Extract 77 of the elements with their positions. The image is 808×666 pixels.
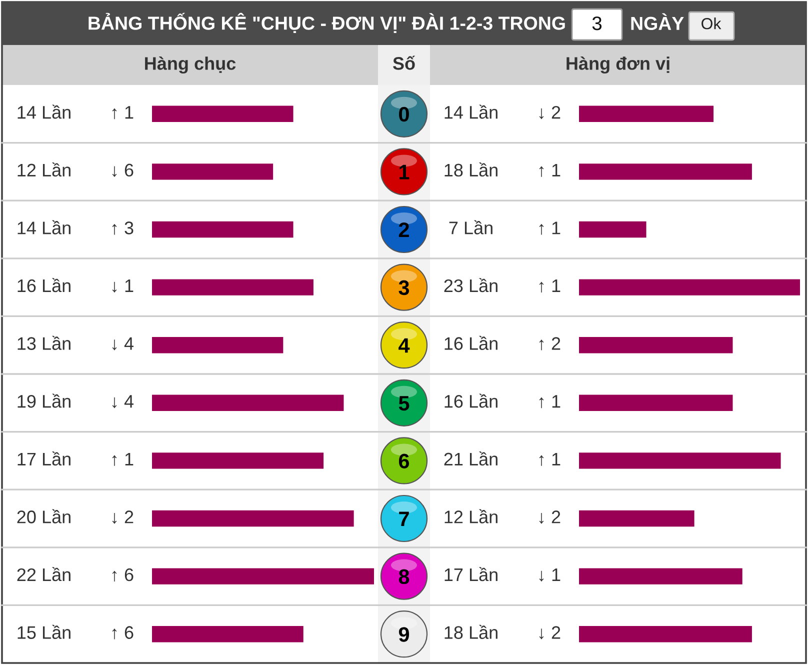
text: Ok [702,18,722,30]
text: ↑ 1 [539,222,560,235]
data-label: 19 Lần [18,394,70,408]
data-label: 18 Lần [444,624,498,639]
text: ↑ 2 [539,337,560,350]
text: ↓ 1 [539,568,560,582]
text: ↑ 1 [539,452,560,466]
data-label: 18 Lần [444,162,498,177]
data-label: 14 Lần [18,220,70,234]
bar [579,221,646,238]
y-axis-title: Số [392,56,416,70]
data-label: 16 Lần [444,394,498,408]
bar [579,106,714,122]
bar [152,510,354,527]
text: 3 [592,16,602,30]
y-tick-label: 8 [398,569,410,584]
data-label: 21 Lần [444,451,498,466]
y-tick-label: 7 [399,512,409,526]
text: ↑ 3 [112,222,134,235]
bar [152,337,284,354]
data-label: 20 Lần [17,509,70,524]
data-label: 13 Lần [18,336,70,350]
y-tick-label: 0 [399,106,409,122]
bar [579,510,694,527]
y-tick-label: 5 [398,396,410,411]
bar [579,626,752,642]
text: ↓ 4 [112,395,134,408]
text: BẢNG THỐNG KÊ "CHỤC - ĐƠN VỊ" ĐÀI 1-2-3 TRONG [88,12,565,34]
bar [152,626,304,642]
data-label: 15 Lần [18,624,70,639]
bar [579,394,733,411]
data-label: 12 Lần [444,509,498,524]
data-label: 23 Lần [444,278,498,292]
data-label: 12 Lần [18,162,70,177]
text: ↑ 1 [539,164,560,177]
bar [579,568,742,584]
text: ↑ 1 [539,395,560,408]
text: ↑ 1 [112,106,134,120]
text: NGÀY [631,13,684,30]
data-label: 17 Lần [444,567,498,582]
text: ↓ 1 [112,280,134,293]
bar [579,452,781,469]
bar [152,279,314,296]
text: ↓ 2 [539,106,560,120]
bar [152,164,274,180]
bar [579,164,752,180]
text: ↓ 6 [112,164,134,177]
data-label: 14 Lần [444,104,498,119]
data-label: 7 Lần [449,220,492,234]
chart-title: Hàng đơn vị [566,56,670,74]
text: ↑ 6 [112,626,134,640]
bar [152,394,344,411]
y-tick-label: 2 [398,222,409,238]
bar [152,106,294,122]
bar [152,221,294,238]
bar [579,279,800,296]
text: ↓ 4 [112,337,134,350]
text: ↓ 2 [539,626,560,640]
data-label: 16 Lần [444,336,498,350]
y-tick-label: 9 [398,627,410,642]
bar [579,337,733,354]
text: ↑ 6 [112,568,134,582]
text: ↓ 2 [539,510,560,524]
text: ↑ 1 [112,452,134,466]
y-tick-label: 4 [398,338,410,353]
bar [152,452,324,469]
text: ↑ 1 [539,280,560,293]
data-label: 22 Lần [17,567,70,582]
data-label: 17 Lần [18,451,70,466]
y-tick-label: 6 [398,454,410,468]
data-label: 14 Lần [18,104,70,119]
text: ↓ 2 [112,510,134,524]
y-tick-label: 3 [398,280,410,296]
data-label: 16 Lần [18,278,70,292]
y-tick-label: 1 [400,164,410,180]
chart-title: Hàng chục [145,56,236,74]
bar [152,568,374,584]
